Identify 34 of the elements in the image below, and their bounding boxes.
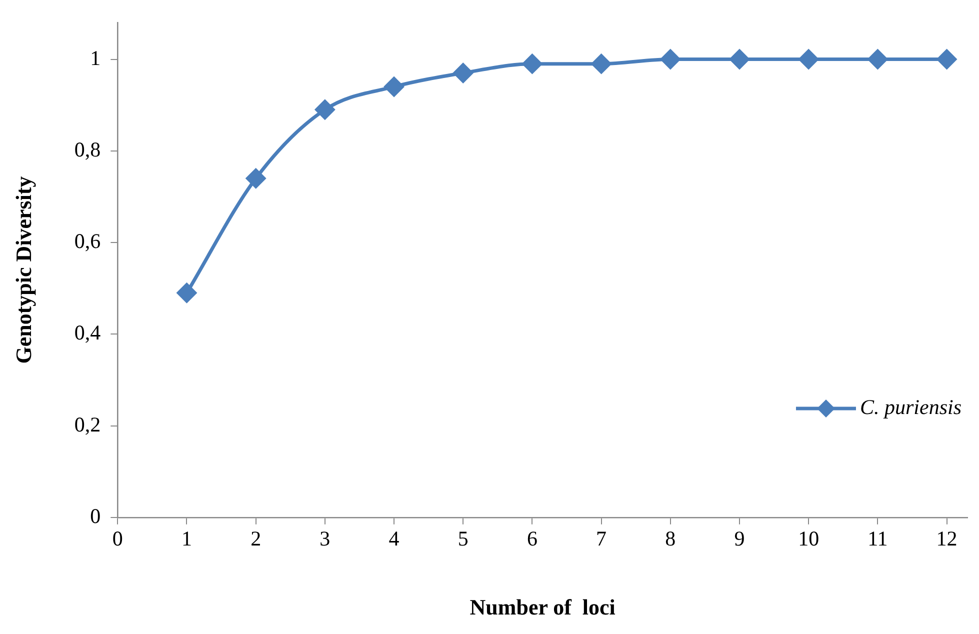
y-axis-title: Genotypic Diversity <box>10 176 36 364</box>
point <box>522 54 542 74</box>
point <box>798 50 818 69</box>
point <box>937 50 957 69</box>
y-tick-label: 0,8 <box>74 137 101 162</box>
legend-label: C. puriensis <box>860 395 962 420</box>
point <box>315 100 335 120</box>
x-tick-label: 3 <box>320 526 330 551</box>
x-tick-label: 6 <box>526 526 538 551</box>
x-axis-title: Number of loci <box>470 594 616 620</box>
y-tick-label: 0 <box>90 504 101 528</box>
point <box>176 283 196 303</box>
point <box>246 168 266 188</box>
x-tick-label: 5 <box>458 526 468 551</box>
point <box>453 63 473 83</box>
x-tick-label: 1 <box>181 526 192 551</box>
x-tick-label: 12 <box>936 526 958 551</box>
point <box>384 76 404 96</box>
y-tick-label: 0,4 <box>74 320 102 345</box>
x-tick-label: 7 <box>596 526 607 551</box>
point <box>730 50 750 69</box>
point <box>592 54 612 74</box>
point <box>660 50 680 69</box>
x-tick-label: 10 <box>798 526 820 551</box>
y-tick-label: 0,6 <box>74 229 101 254</box>
point <box>868 50 888 69</box>
x-tick-label: 2 <box>250 526 262 551</box>
x-tick-label: 8 <box>665 526 676 551</box>
x-tick-label: 11 <box>868 526 888 551</box>
y-tick-label: 1 <box>90 46 101 70</box>
y-tick-label: 0,2 <box>74 412 101 436</box>
x-tick-label: 9 <box>734 526 745 551</box>
x-tick-label: 4 <box>388 526 400 551</box>
x-tick-label: 0 <box>112 526 123 551</box>
